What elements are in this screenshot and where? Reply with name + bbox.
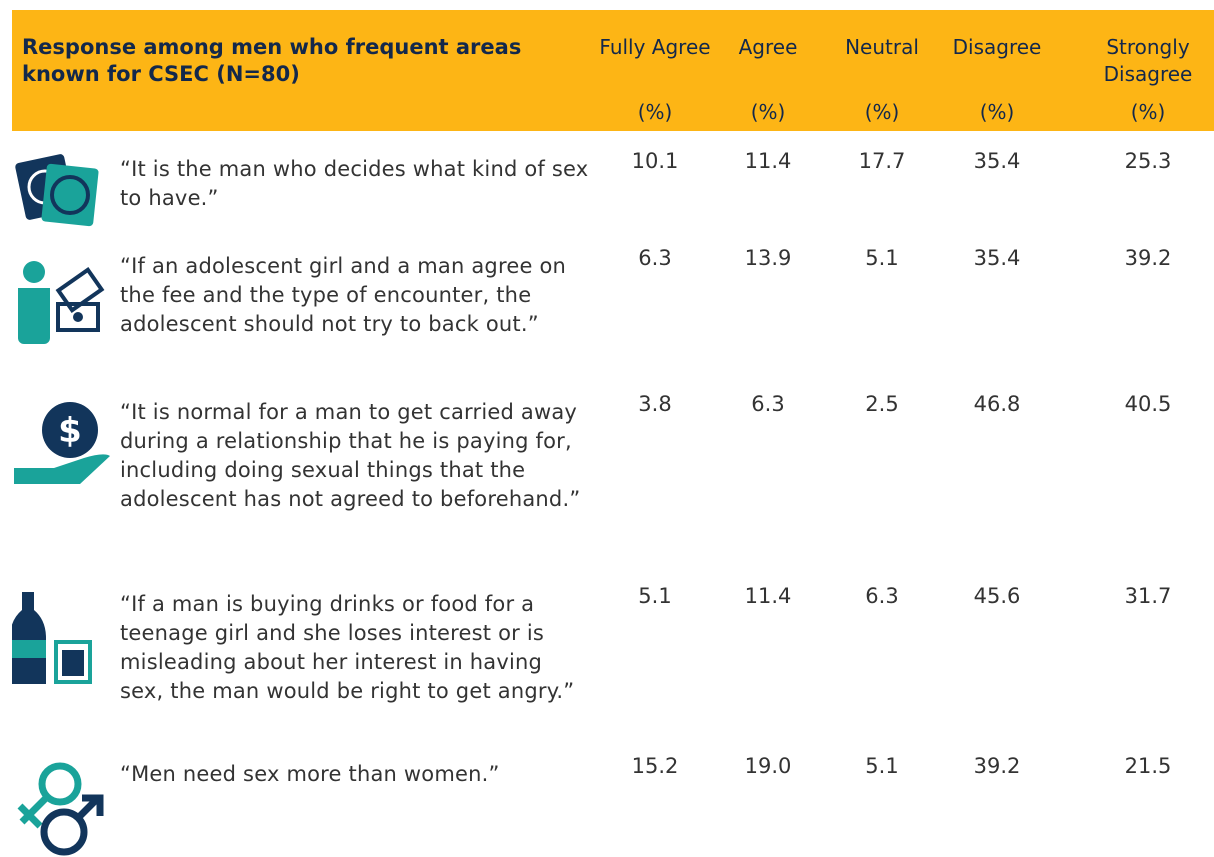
cell-value: 13.9 bbox=[744, 246, 792, 270]
column-header: Agree (%) bbox=[708, 34, 828, 126]
cell-value: 35.4 bbox=[973, 149, 1021, 173]
cell-value: 15.2 bbox=[631, 754, 679, 778]
icon-person-money bbox=[18, 261, 105, 344]
cell-value: 35.4 bbox=[973, 246, 1021, 270]
column-label: Agree bbox=[738, 35, 798, 59]
cell-value: 39.2 bbox=[973, 754, 1021, 778]
cell-value: 5.1 bbox=[865, 246, 899, 270]
statement: “If a man is buying drinks or food for a… bbox=[120, 592, 575, 703]
cell-value: 21.5 bbox=[1124, 754, 1172, 778]
column-label: Strongly Disagree bbox=[1103, 35, 1193, 86]
cell-value: 11.4 bbox=[744, 584, 792, 608]
cell-value: 25.3 bbox=[1124, 149, 1172, 173]
icon-condoms bbox=[15, 154, 99, 227]
cell-value: 10.1 bbox=[631, 149, 679, 173]
cell-value: 40.5 bbox=[1124, 392, 1172, 416]
svg-text:$: $ bbox=[58, 411, 82, 451]
cell-value: 5.1 bbox=[865, 754, 899, 778]
table-title: Response among men who frequent areas kn… bbox=[22, 35, 522, 86]
column-unit: (%) bbox=[750, 100, 786, 124]
statement: “Men need sex more than women.” bbox=[120, 762, 500, 786]
cell-value: 2.5 bbox=[865, 392, 899, 416]
column-label: Neutral bbox=[845, 35, 919, 59]
column-unit: (%) bbox=[979, 100, 1015, 124]
column-unit: (%) bbox=[864, 100, 900, 124]
icon-drinks bbox=[12, 592, 92, 684]
column-header: Disagree (%) bbox=[937, 34, 1057, 126]
cell-value: 11.4 bbox=[744, 149, 792, 173]
cell-value: 39.2 bbox=[1124, 246, 1172, 270]
cell-value: 17.7 bbox=[858, 149, 906, 173]
cell-value: 6.3 bbox=[638, 246, 672, 270]
cell-value: 6.3 bbox=[865, 584, 899, 608]
cell-value: 46.8 bbox=[973, 392, 1021, 416]
cell-value: 19.0 bbox=[744, 754, 792, 778]
icon-hand-coin: $ bbox=[14, 402, 110, 484]
cell-value: 6.3 bbox=[751, 392, 785, 416]
icon-gender bbox=[17, 762, 104, 856]
column-unit: (%) bbox=[637, 100, 673, 124]
header-bar bbox=[12, 10, 1214, 131]
cell-value: 3.8 bbox=[638, 392, 672, 416]
column-label: Disagree bbox=[952, 35, 1042, 59]
column-header: Strongly Disagree (%) bbox=[1083, 34, 1213, 126]
column-unit: (%) bbox=[1130, 100, 1166, 124]
statement: “It is normal for a man to get carried a… bbox=[120, 400, 581, 511]
statement: “It is the man who decides what kind of … bbox=[120, 157, 589, 210]
column-label: Fully Agree bbox=[599, 35, 711, 59]
cell-value: 45.6 bbox=[973, 584, 1021, 608]
column-header: Fully Agree (%) bbox=[595, 34, 715, 126]
cell-value: 5.1 bbox=[638, 584, 672, 608]
cell-value: 31.7 bbox=[1124, 584, 1172, 608]
column-header: Neutral (%) bbox=[822, 34, 942, 126]
statement: “If an adolescent girl and a man agree o… bbox=[120, 254, 567, 336]
